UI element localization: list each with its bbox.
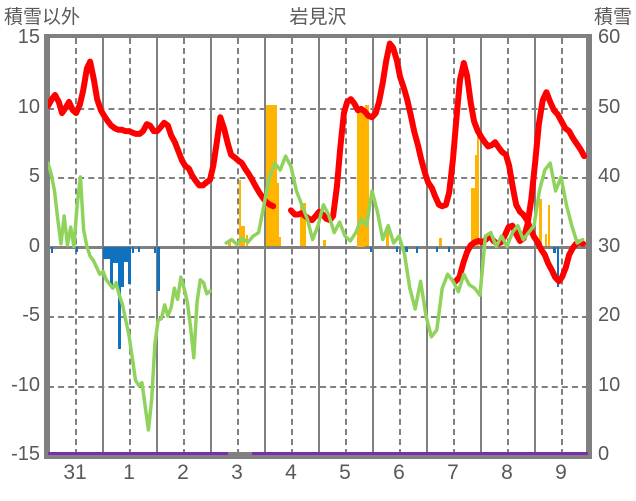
blue-bar	[153, 246, 156, 254]
x-tick: 31	[63, 461, 87, 484]
orange-bar	[275, 182, 279, 247]
orange-bar	[386, 229, 389, 247]
plot-area	[45, 38, 588, 458]
x-tick: 6	[393, 461, 405, 484]
orange-bar	[474, 154, 478, 247]
blue-bar	[124, 246, 129, 262]
orange-bar	[279, 236, 282, 247]
orange-bar	[303, 220, 307, 247]
lines-layer	[45, 40, 588, 432]
x-tick: 9	[555, 461, 567, 484]
y-tick-right: 0	[598, 443, 610, 465]
blue-bar	[405, 246, 408, 253]
y-tick-left: 0	[28, 234, 40, 257]
blue-bar	[112, 246, 119, 264]
series-red-line-tail	[452, 89, 588, 285]
y-tick-left: 5	[28, 165, 40, 187]
blue-bar	[435, 246, 438, 253]
y-tick-right: 30	[598, 234, 621, 257]
blue-bar	[103, 246, 111, 259]
x-tick: 8	[501, 461, 513, 484]
y-tick-left: -15	[11, 443, 40, 465]
orange-bar	[228, 240, 232, 247]
y-tick-right: 20	[598, 304, 621, 326]
x-tick: 7	[447, 461, 459, 484]
x-tick: 2	[177, 461, 189, 484]
orange-bar	[241, 225, 246, 247]
y-tick-left: -5	[22, 304, 40, 326]
series-green-line	[46, 161, 212, 432]
blue-bar	[557, 246, 560, 287]
y-tick-right: 50	[598, 95, 621, 118]
blue-bar	[110, 246, 113, 286]
orange-bar	[544, 233, 547, 247]
orange-bar	[476, 125, 479, 247]
page-title: 岩見沢	[289, 7, 347, 28]
series-green-snow-line	[224, 154, 585, 339]
y-tick-left: 10	[17, 95, 40, 118]
blue-bar	[137, 246, 140, 253]
orange-bar	[539, 199, 543, 247]
blue-bar	[76, 246, 79, 253]
y-tick-left: 15	[17, 26, 40, 48]
right-axis-title: 積雪	[593, 7, 632, 28]
orange-bar	[323, 239, 326, 247]
grid-hline-dashed	[48, 107, 588, 110]
orange-bar	[238, 179, 242, 247]
orange-bar	[438, 238, 442, 247]
blue-bar	[128, 246, 132, 285]
grid-hline-dashed	[48, 385, 588, 388]
x-tick: 5	[339, 461, 351, 484]
grid-hline-zero	[48, 245, 588, 249]
grid-hline-dashed	[48, 177, 588, 179]
orange-bar	[471, 188, 477, 247]
x-tick: 1	[123, 461, 135, 484]
y-tick-left: -10	[11, 373, 40, 396]
x-tick: 3	[231, 461, 243, 484]
orange-bar	[356, 107, 365, 247]
blue-bar	[396, 246, 399, 253]
series-red-line	[45, 40, 587, 285]
left-axis-title: 積雪以外	[4, 7, 81, 28]
orange-bar	[364, 104, 370, 247]
x-tick: 4	[285, 461, 297, 484]
blue-bar	[552, 246, 556, 254]
orange-bar	[300, 203, 306, 247]
y-tick-right: 40	[598, 165, 621, 187]
blue-bar	[50, 246, 54, 254]
plot-frame	[44, 34, 592, 459]
blue-bar	[416, 246, 419, 254]
blue-bar	[369, 246, 372, 253]
blue-bar	[157, 246, 161, 291]
y-tick-right: 10	[598, 373, 621, 396]
y-tick-right: 60	[598, 26, 621, 48]
blue-bar	[131, 246, 135, 254]
orange-bar	[548, 204, 551, 247]
grid-hline-dashed	[48, 316, 588, 318]
blue-bar	[447, 246, 450, 253]
blue-bar	[120, 246, 125, 287]
